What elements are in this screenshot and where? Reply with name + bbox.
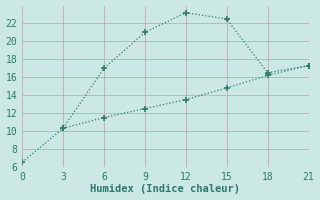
X-axis label: Humidex (Indice chaleur): Humidex (Indice chaleur) xyxy=(90,184,240,194)
